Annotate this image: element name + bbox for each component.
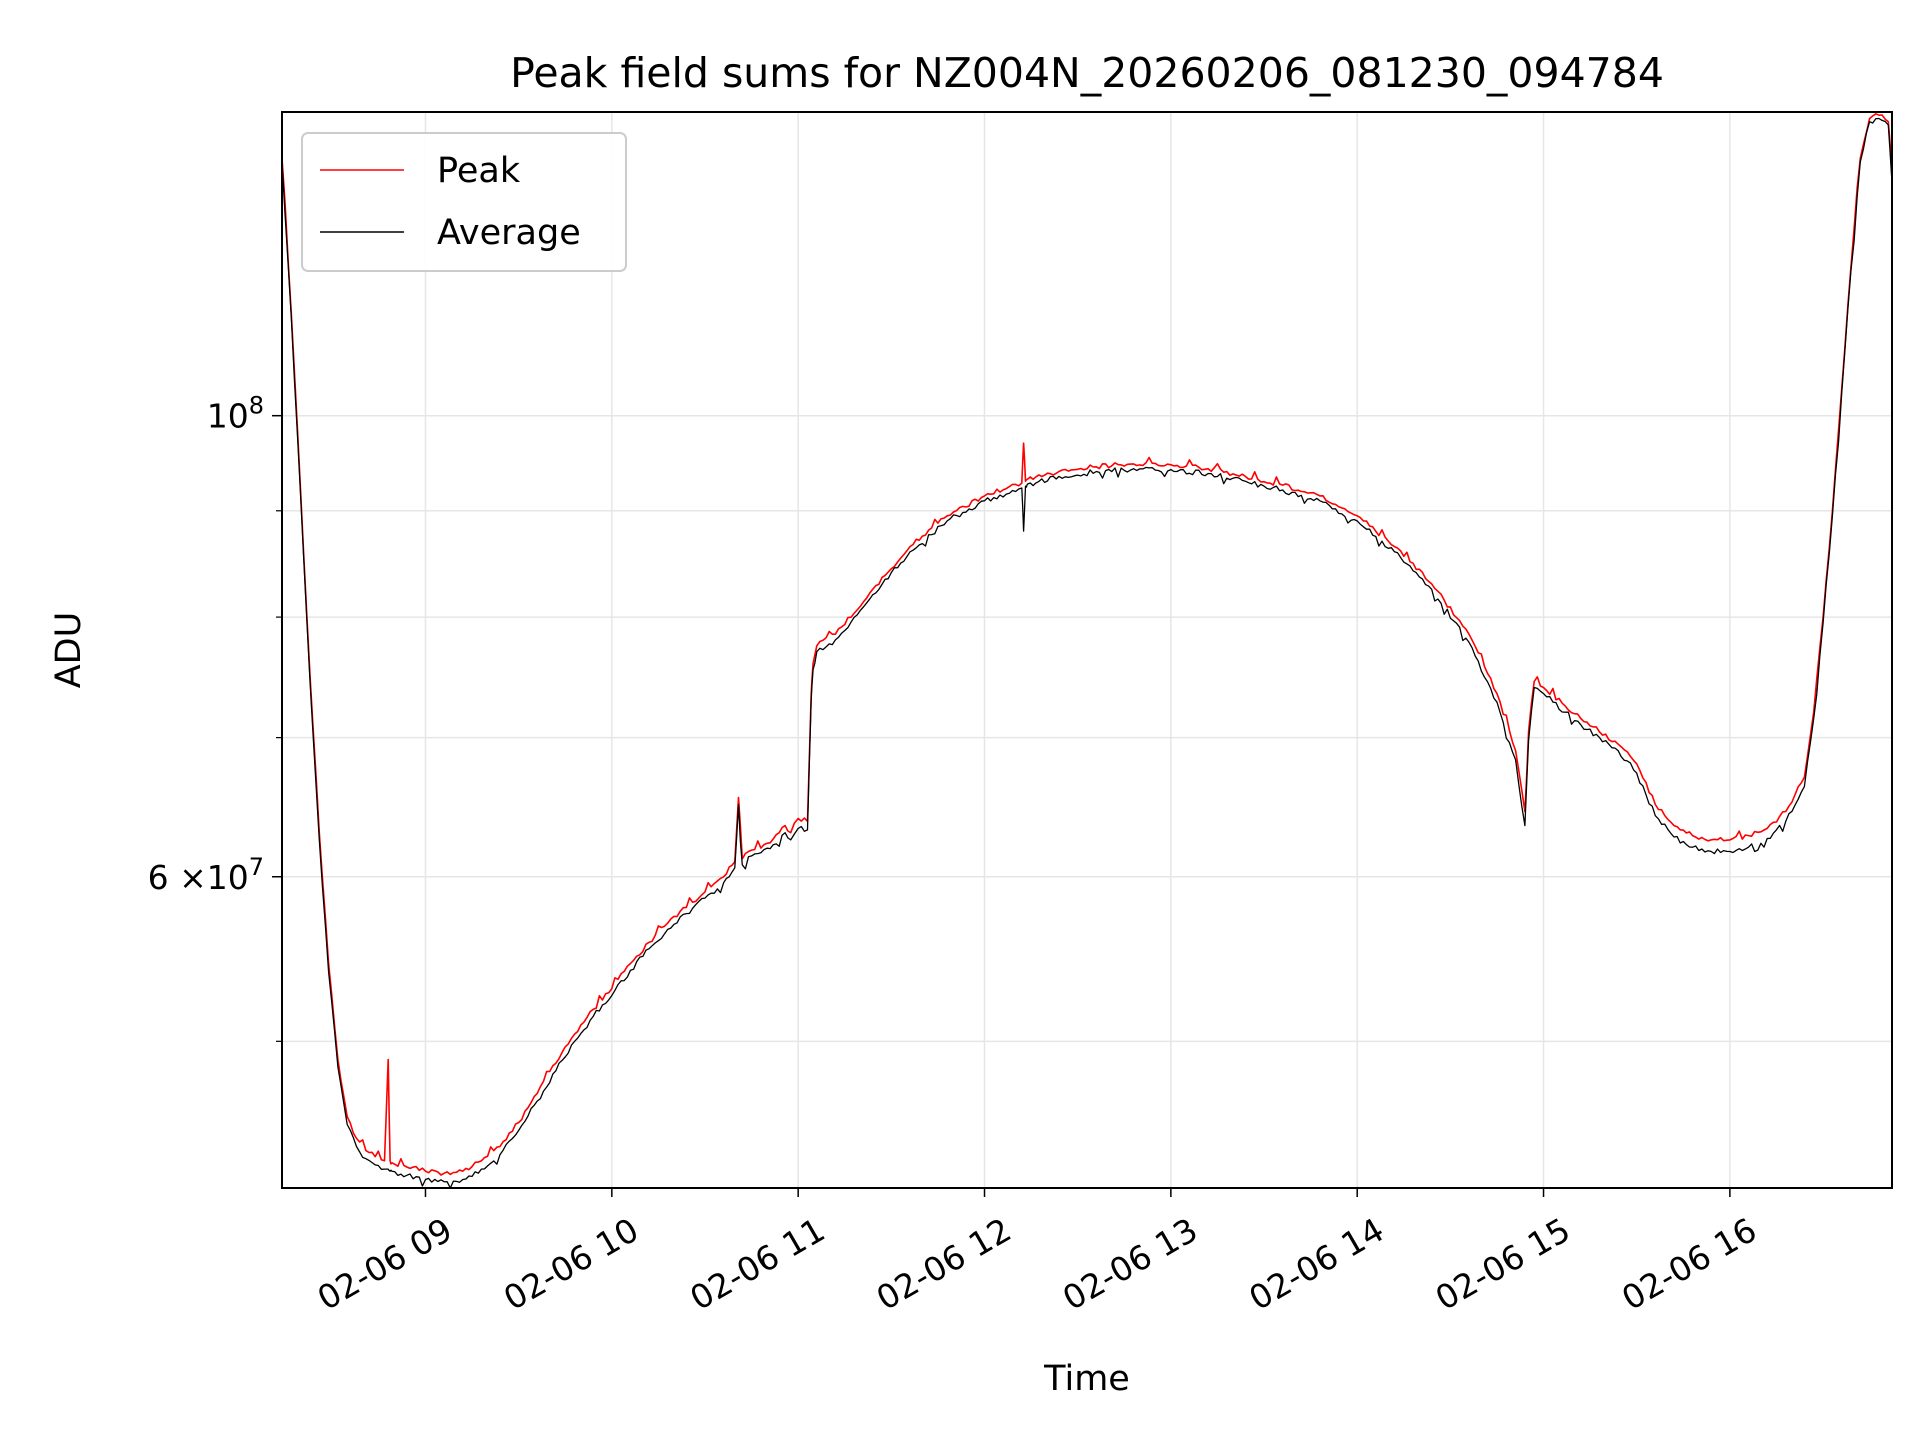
legend-box (301, 132, 627, 272)
axes-frame (281, 111, 1893, 1189)
x-tick-label: 02-06 16 (1615, 1210, 1763, 1318)
x-tick-label: 02-06 11 (683, 1210, 831, 1318)
x-tick-label: 02-06 10 (497, 1210, 645, 1318)
series-line-average (281, 117, 1893, 1189)
y-tick-label: 6 ×107 (148, 853, 264, 897)
y-tick-label: 108 (207, 392, 264, 436)
plot-series (281, 113, 1893, 1189)
legend: Peak Average (301, 132, 627, 272)
legend-label-peak: Peak (437, 151, 521, 191)
x-axis: 02-06 09 02-06 10 02-06 11 02-06 12 02-06 13… (311, 1188, 1763, 1318)
x-tick-label: 02-06 12 (870, 1210, 1018, 1318)
x-tick-label: 02-06 14 (1242, 1210, 1390, 1318)
x-axis-label: Time (1043, 1359, 1130, 1399)
grid (282, 112, 1892, 1188)
y-axis-label: ADU (49, 612, 89, 689)
x-tick-label: 02-06 09 (311, 1210, 459, 1318)
x-tick-label: 02-06 15 (1429, 1210, 1577, 1318)
legend-label-average: Average (437, 213, 581, 253)
series-line-peak (281, 113, 1893, 1176)
y-axis: 6 ×107 108 (148, 392, 282, 1042)
x-tick-label: 02-06 13 (1056, 1210, 1204, 1318)
chart-title: Peak field sums for NZ004N_20260206_0812… (510, 49, 1664, 97)
